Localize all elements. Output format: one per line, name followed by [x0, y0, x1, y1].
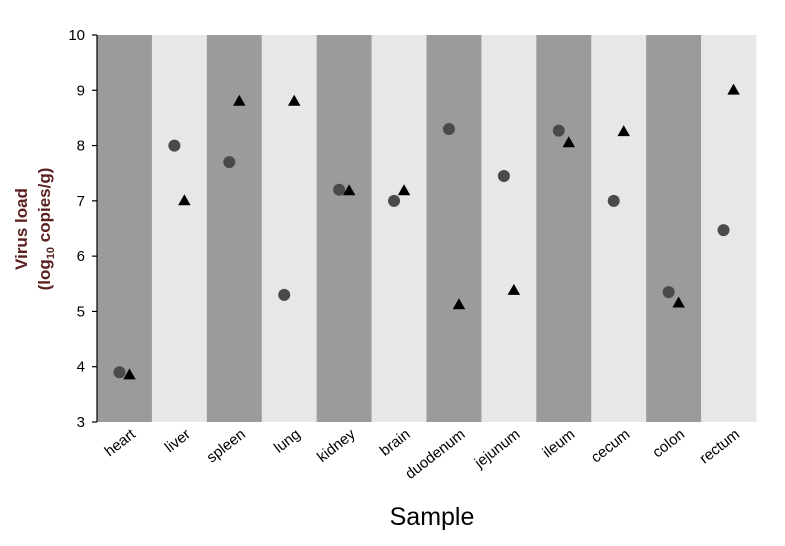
- y-axis-unit-suffix: copies/g): [35, 168, 54, 247]
- y-tick-label: 4: [77, 359, 85, 376]
- y-tick-label: 7: [77, 193, 85, 210]
- triangle-point-brain: [397, 184, 411, 196]
- circle-point-liver: [168, 139, 181, 152]
- x-tick-label: brain: [377, 426, 414, 460]
- triangle-point-spleen: [233, 94, 246, 106]
- triangle-point-jejunum: [507, 283, 521, 295]
- triangle-point-ileum: [562, 136, 576, 148]
- x-tick-label: duodenum: [402, 426, 468, 483]
- x-tick-label: liver: [162, 426, 194, 456]
- circle-point-ileum: [552, 124, 565, 137]
- x-tick-label: rectum: [696, 426, 743, 468]
- band-brain: [371, 35, 427, 422]
- x-axis-label: Sample: [390, 503, 475, 531]
- band-cecum: [591, 35, 647, 422]
- y-tick-label: 10: [68, 27, 85, 44]
- x-tick-label: jejunum: [471, 426, 524, 472]
- circle-point-cecum: [607, 194, 620, 207]
- band-colon: [646, 35, 702, 422]
- circle-point-duodenum: [442, 122, 455, 135]
- band-liver: [151, 35, 208, 422]
- x-tick-label: kidney: [314, 425, 359, 465]
- y-axis-label: Virus load: [12, 188, 31, 270]
- band-kidney: [316, 35, 373, 422]
- band-lung: [261, 35, 318, 422]
- circle-point-spleen: [223, 156, 236, 169]
- circle-point-kidney: [333, 183, 346, 196]
- band-ileum: [536, 35, 592, 422]
- circle-point-rectum: [717, 224, 730, 237]
- y-axis-unit-prefix: (log: [35, 259, 54, 290]
- y-tick-label: 8: [77, 138, 85, 155]
- y-axis-ticks: 3 4 5 6 7 8 9 10: [68, 27, 97, 431]
- y-tick-label: 3: [77, 414, 85, 431]
- background-bands: [97, 35, 757, 422]
- triangle-point-kidney: [342, 184, 356, 196]
- y-tick-label: 5: [77, 303, 85, 320]
- band-heart: [97, 35, 153, 422]
- circle-point-jejunum: [497, 169, 510, 182]
- triangle-point-rectum: [727, 83, 740, 95]
- triangle-point-colon: [672, 296, 685, 308]
- x-tick-label: heart: [102, 425, 140, 460]
- triangle-point-lung: [287, 94, 301, 106]
- data-points: [113, 83, 740, 380]
- band-jejunum: [481, 35, 537, 422]
- circle-point-heart: [113, 366, 126, 379]
- circle-point-lung: [278, 288, 291, 301]
- y-tick-label: 9: [77, 82, 85, 99]
- circle-point-brain: [388, 194, 401, 207]
- triangle-point-liver: [178, 194, 191, 206]
- x-tick-label: ileum: [540, 426, 579, 461]
- x-tick-label: cecum: [588, 426, 633, 467]
- band-spleen: [206, 35, 263, 422]
- x-tick-label: lung: [271, 426, 304, 457]
- y-axis-label-unit: (log10 copies/g): [35, 168, 57, 291]
- triangle-point-heart: [123, 368, 136, 380]
- x-tick-label: colon: [649, 426, 688, 461]
- y-tick-label: 6: [77, 248, 85, 265]
- y-axis-unit-subscript: 10: [45, 247, 57, 259]
- triangle-point-duodenum: [452, 298, 466, 310]
- band-duodenum: [426, 35, 482, 422]
- x-tick-label: spleen: [203, 426, 248, 467]
- circle-point-colon: [662, 286, 675, 299]
- triangle-point-cecum: [617, 125, 630, 137]
